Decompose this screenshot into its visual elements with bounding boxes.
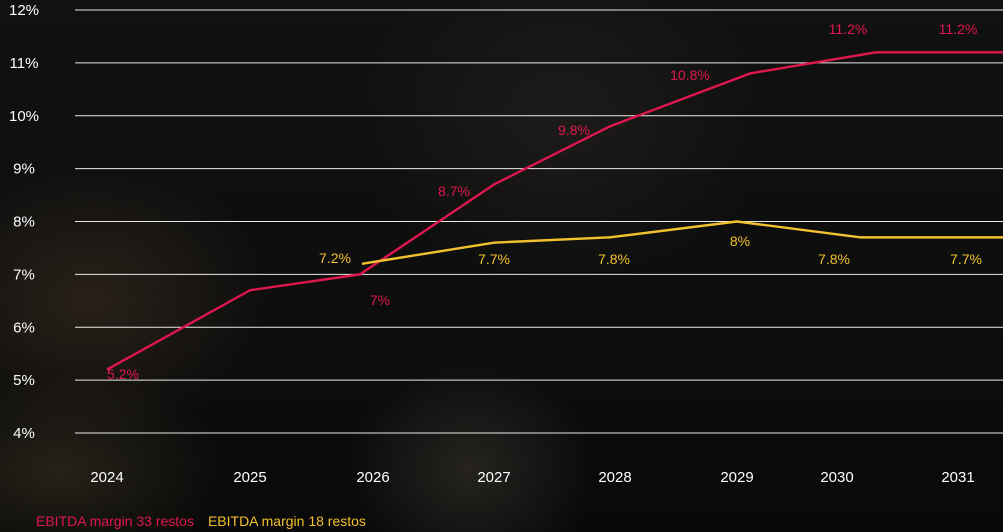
x-tick-label: 2024: [90, 469, 123, 486]
y-axis-ticks: 4% 5% 6% 7% 8% 9% 10% 11% 12%: [9, 2, 39, 442]
data-label: 11.2%: [829, 21, 868, 37]
data-label: 8%: [730, 233, 750, 249]
data-label: 7.2%: [319, 250, 351, 266]
x-tick-label: 2027: [477, 469, 510, 486]
series-line-1: [361, 220, 1003, 265]
data-label: 10.8%: [670, 67, 710, 83]
series-line-0: [106, 51, 1003, 371]
series-lines: [106, 51, 1003, 371]
data-label: 9.8%: [558, 122, 590, 138]
data-labels: 5.2% 7% 8.7% 9.8% 10.8% 11.2% 11.2% 7.2% 7.7% 7.8…: [107, 21, 982, 382]
y-tick-label: 8%: [13, 214, 35, 231]
legend-item-18-restos: EBITDA margin 18 restos: [207, 513, 366, 529]
x-tick-label: 2028: [598, 469, 631, 486]
y-tick-label: 12%: [9, 2, 39, 19]
x-tick-label: 2025: [233, 469, 266, 486]
y-tick-label: 11%: [10, 55, 39, 72]
x-axis-ticks: 2024 2025 2026 2027 2028 2029 2030 2031: [90, 469, 974, 486]
data-label: 11.2%: [939, 21, 978, 37]
x-tick-label: 2031: [941, 469, 974, 486]
x-tick-label: 2026: [356, 469, 389, 486]
y-tick-label: 4%: [13, 425, 35, 442]
y-tick-label: 5%: [13, 372, 35, 389]
y-tick-label: 10%: [9, 108, 39, 125]
data-label: 7.7%: [950, 251, 982, 267]
data-label: 7.8%: [818, 251, 850, 267]
data-label: 8.7%: [438, 183, 470, 199]
data-label: 5.2%: [107, 366, 139, 382]
data-label: 7.7%: [478, 251, 510, 267]
legend-item-33-restos: EBITDA margin 33 restos: [36, 513, 194, 529]
grid-lines: [75, 9, 1003, 434]
legend: EBITDA margin 33 restos EBITDA margin 18…: [36, 513, 366, 529]
data-label: 7%: [370, 292, 390, 308]
y-tick-label: 6%: [13, 319, 35, 336]
x-tick-label: 2029: [720, 469, 753, 486]
x-tick-label: 2030: [820, 469, 853, 486]
y-tick-label: 7%: [13, 266, 35, 283]
data-label: 7.8%: [598, 251, 630, 267]
y-tick-label: 9%: [13, 161, 35, 178]
